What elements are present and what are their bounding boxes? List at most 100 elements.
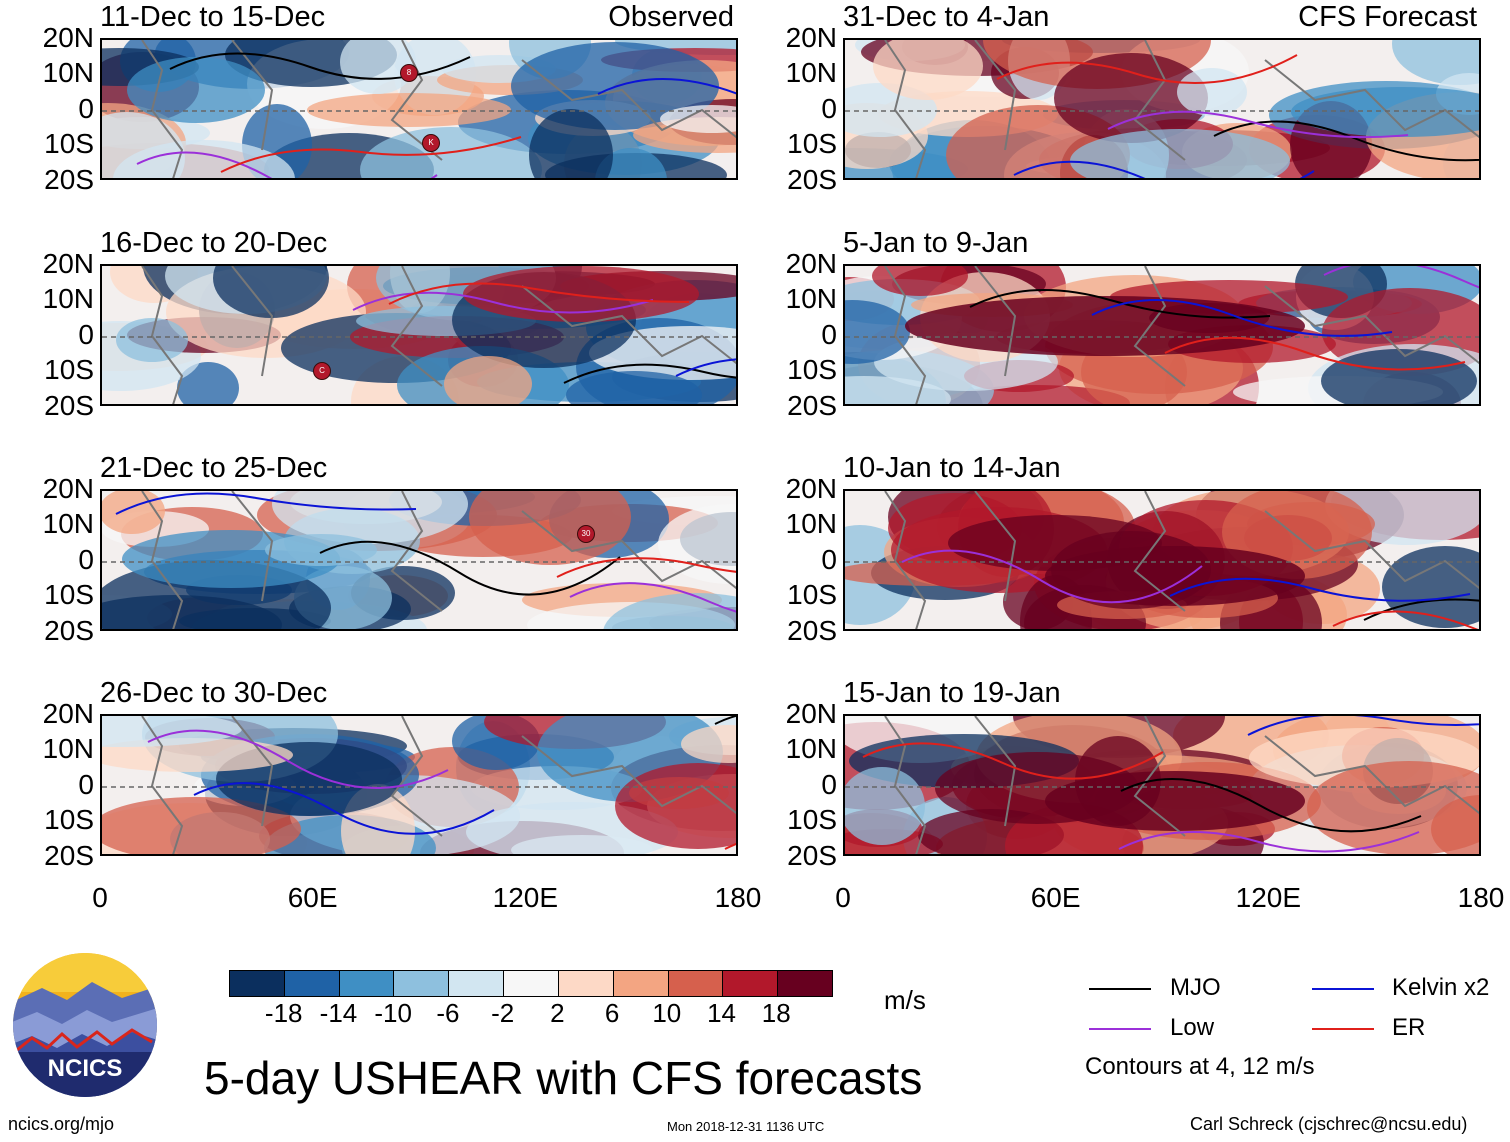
shear-anomaly-shading: [102, 797, 301, 854]
shear-anomaly-shading: [463, 266, 699, 322]
shear-anomaly-shading: [660, 105, 736, 133]
colorbar-tick-label: 2: [550, 998, 565, 1028]
shear-anomaly-shading: [566, 371, 702, 404]
tropical-cyclone-marker: K: [422, 134, 440, 152]
panel-title-p1: 11-Dec to 15-Dec: [100, 1, 326, 33]
contour-mjo: [1120, 778, 1422, 833]
main-title: 5-day USHEAR with CFS forecasts: [204, 1052, 923, 1104]
lon-label: 180: [1457, 882, 1505, 913]
panel-title-p5: 31-Dec to 4-Jan: [843, 1, 1050, 33]
colorbar-tick-label: 18: [761, 998, 791, 1028]
panel-title-p7: 10-Jan to 14-Jan: [843, 452, 1061, 484]
contour-er: [862, 742, 1164, 780]
shear-anomaly-shading: [845, 300, 910, 364]
shear-anomaly-shading: [1070, 129, 1290, 178]
lat-label: 20S: [44, 164, 94, 195]
colorbar-tick-label: -10: [374, 998, 412, 1028]
map-panel-p4: [100, 714, 738, 856]
strong-positive-core: [1045, 546, 1305, 606]
colorbar-swatch: [284, 971, 340, 996]
colorbar-tick-label: -6: [436, 998, 460, 1028]
lat-label: 20S: [44, 840, 94, 871]
shear-anomaly-shading: [307, 93, 511, 127]
tropical-cyclone-marker: 30: [577, 525, 595, 543]
logo-text: NCICS: [48, 1055, 123, 1082]
panel-title-p8: 15-Jan to 19-Jan: [843, 677, 1061, 709]
lon-label: 120E: [1235, 882, 1302, 913]
lat-label: 10N: [785, 283, 837, 314]
footer-url[interactable]: ncics.org/mjo: [8, 1114, 115, 1134]
shear-anomaly-shading: [102, 716, 242, 747]
shear-anomaly-shading: [1382, 546, 1479, 628]
coastline: [141, 716, 736, 854]
shear-anomaly-shading: [1291, 87, 1479, 137]
legend-er-line: [1312, 1028, 1374, 1030]
lon-label: 180: [714, 882, 762, 913]
lon-label: 0: [835, 882, 851, 913]
lat-label: 10S: [787, 579, 837, 610]
contour-low: [147, 729, 449, 789]
shear-anomaly-shading: [872, 266, 968, 296]
lat-label: 20N: [785, 473, 837, 504]
lat-label: 10N: [42, 57, 94, 88]
legend-mjo-line: [1089, 988, 1151, 990]
strong-positive-core: [1045, 771, 1305, 831]
contour-mjo: [1363, 598, 1479, 621]
contour-kelvin: [597, 78, 736, 95]
contour-er: [996, 54, 1298, 85]
lat-label: 20N: [42, 22, 94, 53]
contour-low: [569, 582, 736, 613]
lat-label: 0: [78, 319, 94, 350]
map-panel-p8: [843, 714, 1481, 856]
contour-mjo: [1213, 120, 1479, 162]
contour-kelvin: [193, 782, 495, 835]
lat-label: 20N: [785, 698, 837, 729]
map-panel-p1: [100, 38, 738, 180]
lat-label: 10S: [787, 804, 837, 835]
legend-kelvin-line: [1312, 988, 1374, 990]
lat-label: 10S: [44, 804, 94, 835]
colorbar-swatch: [394, 971, 450, 996]
shear-anomaly-shading: [177, 362, 239, 404]
lat-label: 10S: [44, 128, 94, 159]
shear-anomaly-shading: [603, 593, 736, 629]
lat-label: 10N: [42, 733, 94, 764]
lon-label: 120E: [492, 882, 559, 913]
map-panel-p2: [100, 264, 738, 406]
contour-mjo: [969, 289, 1271, 319]
contour-low: [1323, 266, 1479, 289]
colorbar-tick-label: -18: [264, 998, 303, 1028]
shear-anomaly-shading: [681, 725, 736, 763]
legend-er-label: ER: [1392, 1014, 1426, 1041]
coastline: [141, 40, 736, 178]
legend-low-line: [1089, 1028, 1151, 1030]
contour-low: [901, 549, 1203, 604]
contour-low: [1118, 831, 1420, 853]
ncics-logo: NCICS: [12, 952, 158, 1098]
shear-anomaly-shading: [1177, 68, 1247, 116]
panel-title-p3: 21-Dec to 25-Dec: [100, 452, 328, 484]
contour-kelvin: [1169, 577, 1471, 602]
shear-anomaly-shading: [265, 534, 377, 566]
colorbar-tick-label: 10: [652, 998, 682, 1028]
colorbar-swatch: [449, 971, 505, 996]
panel-label-p5: CFS Forecast: [1298, 1, 1477, 33]
contours-note: Contours at 4, 12 m/s: [1085, 1053, 1315, 1080]
lon-label: 0: [92, 882, 108, 913]
legend-low-label: Low: [1170, 1014, 1215, 1041]
footer-timestamp: Mon 2018-12-31 1136 UTC: [667, 1119, 825, 1134]
contour-kelvin: [1013, 160, 1315, 178]
colorbar-swatch: [230, 971, 285, 996]
contour-mjo: [563, 363, 736, 384]
lat-label: 0: [821, 769, 837, 800]
contour-er: [1332, 610, 1479, 629]
shear-anomaly-shading: [272, 491, 468, 544]
lat-label: 0: [78, 769, 94, 800]
lon-label: 60E: [287, 882, 338, 913]
contour-kelvin: [1247, 716, 1479, 736]
map-panel-p7: [843, 489, 1481, 631]
contour-kelvin: [1091, 299, 1393, 337]
contour-er: [220, 136, 522, 173]
contour-er: [556, 557, 736, 578]
colorbar-tick-label: -2: [491, 998, 515, 1028]
